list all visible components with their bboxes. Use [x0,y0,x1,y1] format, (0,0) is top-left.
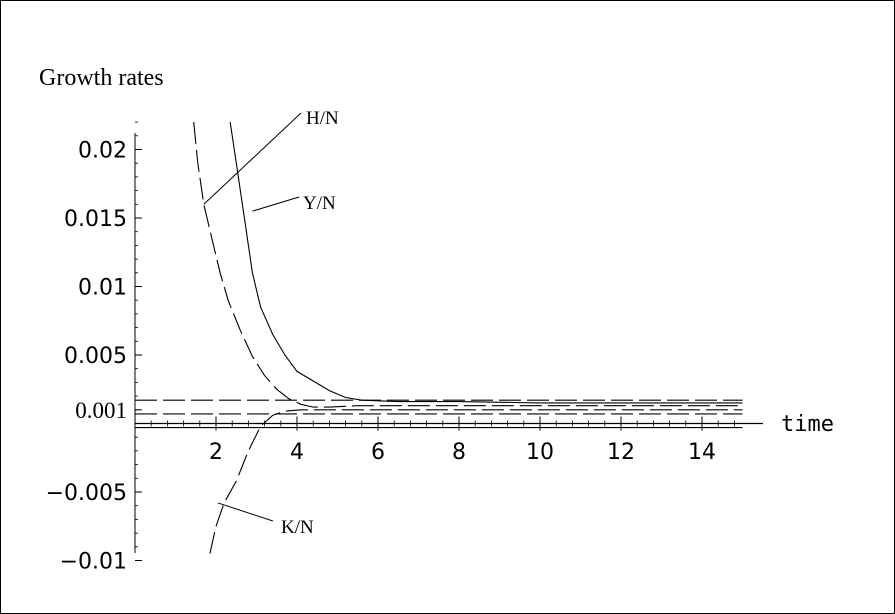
x-tick-label: 8 [452,440,466,465]
y-tick-label: −0.005 [46,481,127,506]
y-tick-label: 0.005 [64,344,127,369]
x-tick-label: 12 [607,440,635,465]
series-line-h-n [193,122,743,408]
axes: 2 4 6 8 10 12 14 −0.01 −0.005 0.001 0.005 0.01 0.015… [46,121,763,575]
chart-title: Growth rates [39,65,164,91]
annotation-leader-line [217,502,274,522]
y-tick-label: −0.01 [60,550,127,575]
annotation-leader-line [203,112,302,205]
y-tick-label: 0.01 [78,276,127,301]
y-tick-label: 0.001 [75,398,127,423]
annotation-label: K/N [281,517,314,538]
annotation-label: H/N [306,108,339,129]
series-line-k-n [209,409,743,554]
x-tick-label: 10 [526,440,554,465]
x-axis-label: time [781,412,834,437]
annotation-leader-line [252,196,300,212]
y-tick-label: 0.02 [78,139,127,164]
series-line-y-n [229,122,743,404]
x-tick-label: 14 [688,440,716,465]
y-tick-label: 0.015 [64,207,127,232]
x-tick-label: 6 [371,440,385,465]
x-tick-label: 4 [290,440,304,465]
annotation-label: Y/N [303,193,336,214]
annotation-layer: H/N Y/N K/N [203,108,339,538]
series-layer [135,122,743,554]
x-tick-label: 2 [209,440,223,465]
